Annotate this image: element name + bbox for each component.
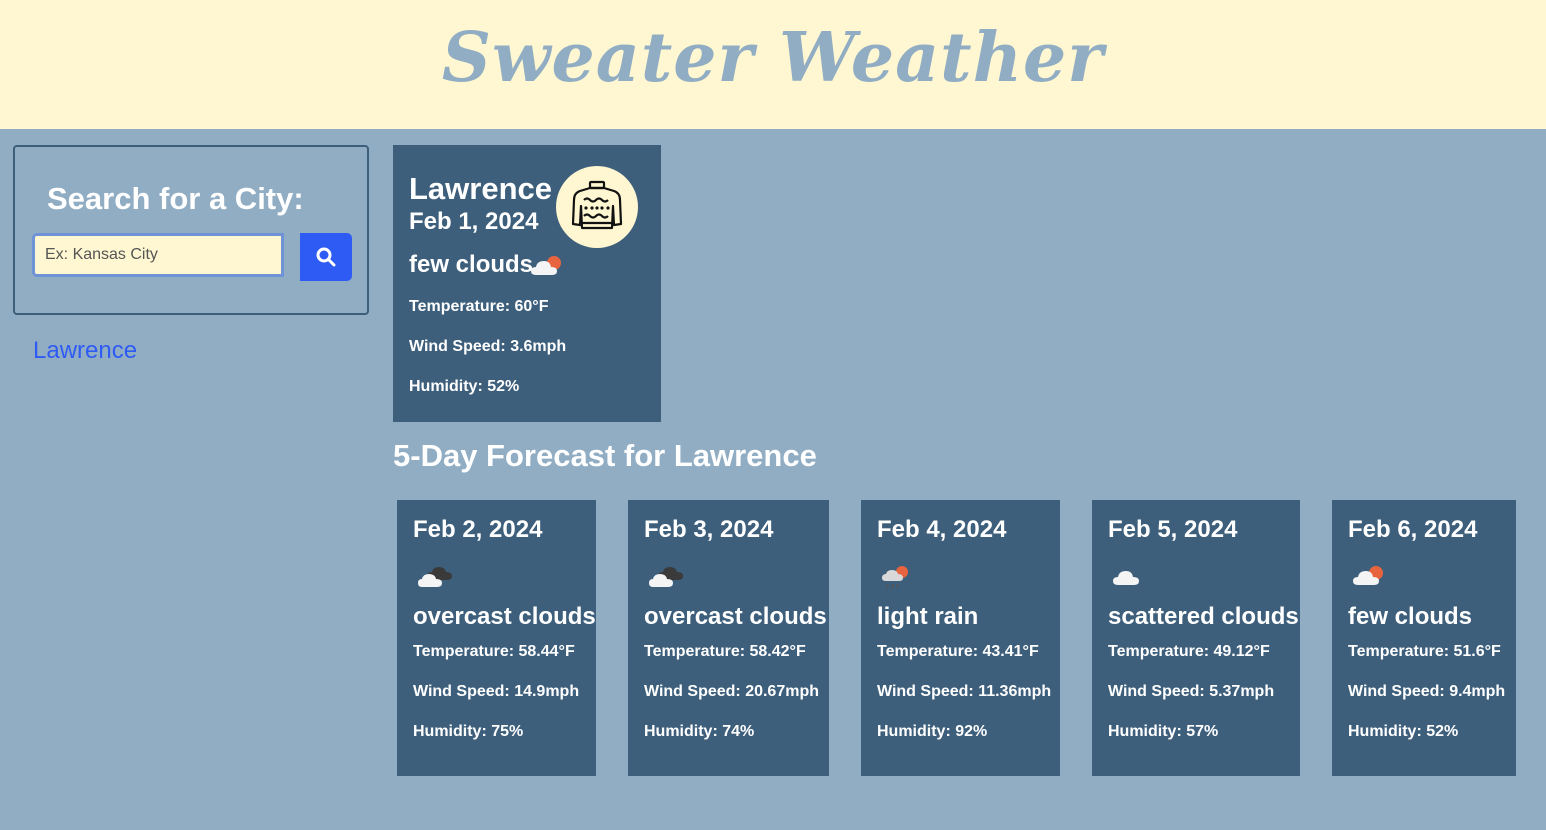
current-city: Lawrence — [409, 171, 553, 206]
current-date: Feb 1, 2024 — [409, 208, 539, 235]
sweater-icon — [556, 166, 638, 248]
site-title: Sweater Weather — [441, 18, 1105, 98]
current-description: few clouds — [409, 251, 534, 278]
forecast-date: Feb 2, 2024 — [413, 516, 543, 543]
overcast-clouds-icon — [648, 564, 686, 595]
forecast-temperature: Temperature: 58.42°F — [644, 643, 806, 660]
forecast-wind: Wind Speed: 5.37mph — [1108, 683, 1275, 700]
forecast-wind: Wind Speed: 9.4mph — [1348, 683, 1506, 700]
forecast-wind: Wind Speed: 14.9mph — [413, 683, 580, 700]
forecast-card: Feb 2, 2024 overcast clouds Temperature:… — [397, 500, 596, 776]
city-search-input[interactable] — [32, 233, 284, 277]
forecast-temperature: Temperature: 49.12°F — [1108, 643, 1270, 660]
forecast-temperature: Temperature: 58.44°F — [413, 643, 575, 660]
few-clouds-icon — [1352, 564, 1386, 593]
current-temperature: Temperature: 60°F — [409, 298, 549, 315]
forecast-date: Feb 3, 2024 — [644, 516, 774, 543]
forecast-wind: Wind Speed: 11.36mph — [877, 683, 1052, 700]
forecast-description: overcast clouds — [413, 603, 596, 630]
forecast-description: scattered clouds — [1108, 603, 1299, 630]
light-rain-icon — [881, 564, 915, 597]
search-panel: Search for a City: — [13, 145, 369, 315]
forecast-temperature: Temperature: 43.41°F — [877, 643, 1039, 660]
history-item-lawrence[interactable]: Lawrence — [33, 337, 138, 364]
forecast-description: few clouds — [1348, 603, 1473, 630]
forecast-card: Feb 5, 2024 scattered clouds Temperature… — [1092, 500, 1300, 776]
overcast-clouds-icon — [417, 564, 455, 595]
forecast-humidity: Humidity: 92% — [877, 723, 988, 740]
few-clouds-icon — [530, 254, 564, 283]
search-icon — [316, 247, 336, 267]
search-title: Search for a City: — [47, 181, 304, 216]
current-wind: Wind Speed: 3.6mph — [409, 338, 567, 355]
forecast-description: overcast clouds — [644, 603, 827, 630]
forecast-date: Feb 6, 2024 — [1348, 516, 1478, 543]
forecast-date: Feb 4, 2024 — [877, 516, 1007, 543]
forecast-card: Feb 6, 2024 few clouds Temperature: 51.6… — [1332, 500, 1516, 776]
forecast-humidity: Humidity: 74% — [644, 723, 755, 740]
forecast-temperature: Temperature: 51.6°F — [1348, 643, 1501, 660]
forecast-wind: Wind Speed: 20.67mph — [644, 683, 819, 700]
forecast-card: Feb 3, 2024 overcast clouds Temperature:… — [628, 500, 829, 776]
forecast-title: 5-Day Forecast for Lawrence — [393, 438, 817, 473]
forecast-humidity: Humidity: 57% — [1108, 723, 1219, 740]
site-header: Sweater Weather — [0, 0, 1546, 129]
forecast-card: Feb 4, 2024 light rain Temperature: 43.4… — [861, 500, 1060, 776]
forecast-humidity: Humidity: 52% — [1348, 723, 1459, 740]
current-humidity: Humidity: 52% — [409, 378, 520, 395]
current-weather-card: Lawrence Feb 1, 2024 few clouds Temperat… — [393, 145, 661, 422]
forecast-date: Feb 5, 2024 — [1108, 516, 1238, 543]
scattered-clouds-icon — [1112, 564, 1146, 593]
search-button[interactable] — [300, 233, 352, 281]
forecast-humidity: Humidity: 75% — [413, 723, 524, 740]
forecast-description: light rain — [877, 603, 979, 630]
